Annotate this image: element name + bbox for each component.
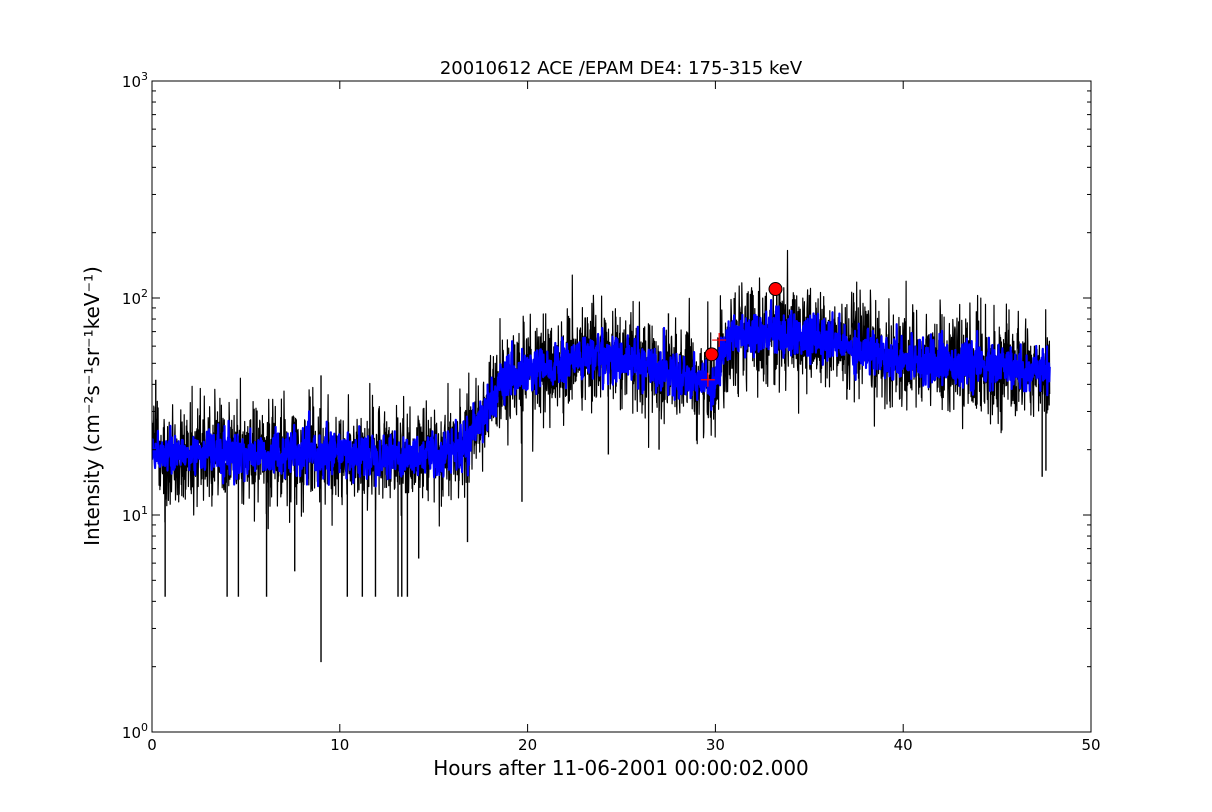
x-tick-label: 50 — [1081, 736, 1100, 754]
x-tick-label: 0 — [147, 736, 157, 754]
x-axis-label: Hours after 11-06-2001 00:00:02.000 — [433, 756, 809, 780]
y-tick-label: 103 — [122, 70, 148, 91]
marker-layer — [700, 282, 783, 387]
plus-marker — [700, 372, 715, 387]
event-marker — [768, 282, 783, 297]
x-tick-label: 10 — [330, 736, 349, 754]
series-smoothed-line — [152, 299, 1051, 488]
y-tick-label: 102 — [122, 287, 148, 308]
x-tick-labels: 0 10 20 30 40 50 — [147, 736, 1100, 754]
plus-marker — [712, 333, 727, 348]
y-tick-label: 100 — [122, 721, 148, 742]
data-layer — [152, 249, 1051, 663]
event-marker — [704, 347, 719, 362]
plot-frame — [151, 80, 1092, 733]
x-tick-label: 30 — [706, 736, 725, 754]
axis-ticks — [151, 80, 1092, 733]
chart-title: 20010612 ACE /EPAM DE4: 175-315 keV — [440, 58, 803, 79]
x-tick-label: 40 — [894, 736, 913, 754]
y-tick-labels: 100 101 102 103 — [122, 70, 148, 742]
y-axis-label: Intensity (cm⁻²s⁻¹sr⁻¹keV⁻¹) — [80, 266, 104, 546]
y-tick-label: 101 — [122, 504, 148, 525]
x-tick-label: 20 — [518, 736, 537, 754]
